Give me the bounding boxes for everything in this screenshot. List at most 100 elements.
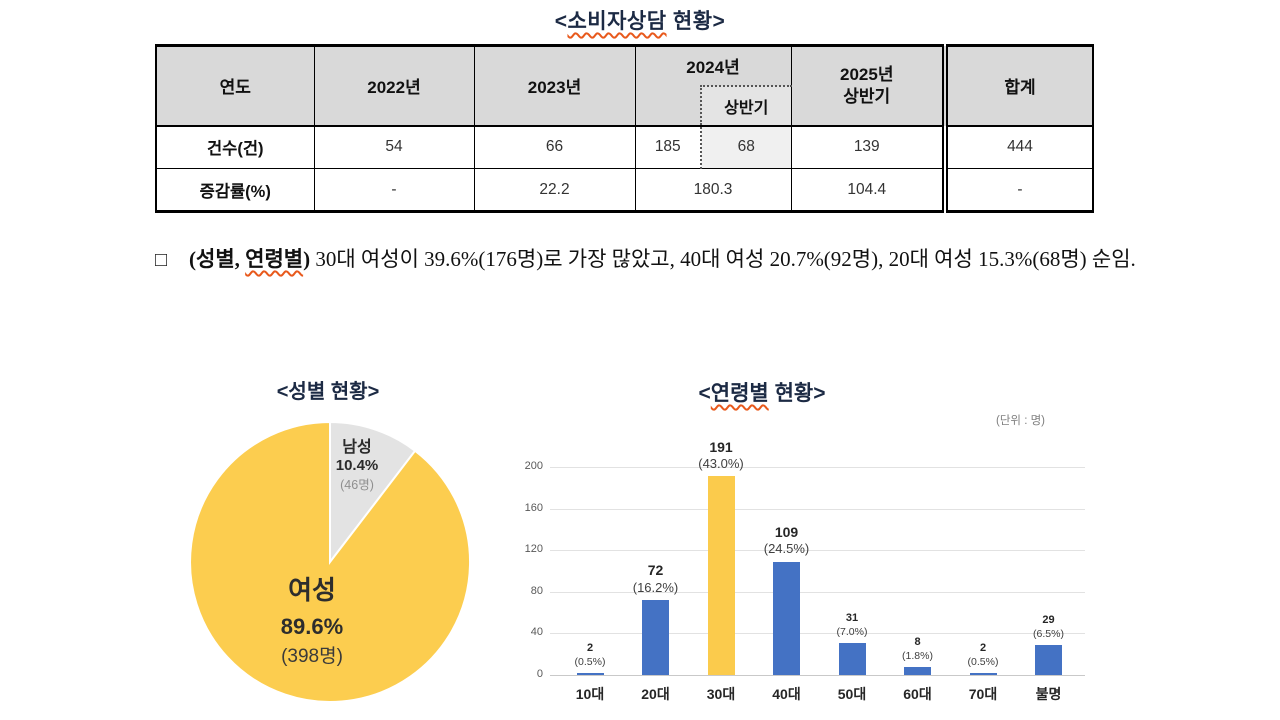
- bar-count: 8: [914, 635, 921, 648]
- gridline-0: [550, 675, 1085, 676]
- y-tick-80: 80: [530, 584, 543, 597]
- paragraph-lead-close: ): [303, 247, 311, 271]
- bar-percent: (7.0%): [836, 625, 868, 638]
- change-total: -: [942, 168, 1094, 212]
- age-chart-unit-note: (단위 : 명): [996, 415, 1045, 427]
- change-2022: -: [313, 168, 475, 212]
- gridline-40: [550, 633, 1085, 635]
- x-axis-label-불명: 불명: [1035, 686, 1062, 702]
- bar-count: 29: [1042, 613, 1055, 626]
- document-title-rest: 현황>: [666, 10, 726, 33]
- bar-value-label-불명: 29 (6.5%): [1009, 614, 1089, 641]
- bar-30대: [707, 476, 735, 675]
- x-axis-label-50대: 50대: [837, 686, 867, 702]
- bar-불명: [1035, 644, 1062, 675]
- bar-count: 191: [709, 438, 733, 455]
- y-tick-200: 200: [524, 460, 543, 472]
- counts-2024-subhalf: 68: [700, 125, 792, 169]
- x-axis-label-40대: 40대: [772, 686, 801, 702]
- x-axis-label-70대: 70대: [968, 686, 998, 702]
- bar-value-label-60대: 8 (1.8%): [878, 636, 958, 663]
- gridline-200: [550, 467, 1085, 468]
- summary-paragraph: □ (성별, 연령별) 30대 여성이 39.6%(176명)로 가장 많았고, …: [155, 242, 1177, 276]
- y-tick-40: 40: [530, 626, 543, 639]
- table-header-2025-line1: 2025년: [840, 64, 894, 84]
- gender-chart-title: <성별 현황>: [276, 381, 380, 403]
- paragraph-lead-open: (성별,: [189, 247, 246, 271]
- table-header-2024-subhalf: 상반기: [700, 84, 792, 127]
- bar-70대: [969, 672, 997, 675]
- bar-count: 2: [586, 642, 594, 655]
- table-header-year: 연도: [155, 45, 315, 127]
- change-2023: 22.2: [473, 168, 636, 212]
- y-tick-120: 120: [524, 543, 543, 556]
- bar-count: 72: [647, 562, 664, 579]
- bar-percent: (43.0%): [698, 456, 744, 472]
- table-header-2023: 2023년: [473, 45, 636, 127]
- bar-value-label-10대: 2 (0.5%): [550, 642, 630, 669]
- age-title-rest: 현황>: [768, 382, 826, 405]
- paragraph-bullet: □: [155, 249, 168, 271]
- bar-10대: [576, 672, 604, 675]
- pie-slice-남성: [329, 420, 417, 565]
- counts-total: 444: [942, 125, 1094, 169]
- counts-2025: 139: [790, 125, 946, 169]
- bar-count: 31: [845, 611, 859, 624]
- table-header-total: 합계: [942, 45, 1094, 127]
- bar-count: 109: [774, 523, 799, 540]
- paragraph-lead-wavy: 연령별: [245, 247, 304, 271]
- bar-50대: [838, 642, 866, 675]
- consultation-status-table: 연도 2022년 2023년 2024년 2025년 상반기 합계 상반기 건수…: [155, 44, 1094, 213]
- x-axis-label-30대: 30대: [706, 686, 736, 702]
- age-title-main: 연령별: [710, 382, 769, 405]
- bar-percent: (1.8%): [902, 649, 933, 662]
- gridline-80: [550, 591, 1085, 593]
- table-header-2025-line2: 상반기: [843, 86, 891, 106]
- counts-2024: 185: [634, 125, 701, 169]
- bar-percent: (0.5%): [967, 655, 999, 668]
- document-title-main: 소비자상담: [567, 10, 667, 33]
- bar-value-label-30대: 191 (43.0%): [681, 439, 761, 473]
- female-label: 여성: [288, 575, 336, 605]
- bar-value-label-70대: 2 (0.5%): [943, 642, 1023, 669]
- female-slice-label: 여성 89.6% (398명): [281, 570, 343, 668]
- bar-count: 2: [979, 642, 987, 655]
- bar-percent: (16.2%): [632, 579, 679, 595]
- age-chart-title: <연령별 현황>: [612, 377, 912, 407]
- x-axis-label-20대: 20대: [641, 686, 670, 702]
- row-change-label: 증감률(%): [155, 168, 315, 212]
- bar-40대: [773, 561, 800, 675]
- table-header-2024-empty: [634, 85, 702, 127]
- bar-value-label-40대: 109 (24.5%): [747, 524, 827, 558]
- male-slice-label: 남성 10.4% (46명): [336, 433, 379, 493]
- pie-slice-여성: [189, 420, 472, 703]
- bar-60대: [904, 666, 931, 675]
- male-label: 남성: [342, 439, 372, 456]
- table-header-2022: 2022년: [313, 45, 475, 127]
- gridline-160: [550, 508, 1085, 510]
- bar-percent: (6.5%): [1033, 627, 1064, 640]
- bar-value-label-20대: 72 (16.2%): [616, 562, 696, 596]
- x-axis-label-60대: 60대: [903, 686, 932, 702]
- x-axis-label-10대: 10대: [575, 686, 605, 702]
- age-title-open: <: [698, 382, 711, 405]
- female-count: (398명): [281, 646, 343, 667]
- change-2024: 180.3: [634, 168, 792, 212]
- document-title: <소비자상담 현황>: [0, 5, 1280, 35]
- document-title-open: <: [554, 10, 568, 33]
- y-tick-0: 0: [536, 668, 543, 680]
- bar-percent: (0.5%): [574, 655, 606, 668]
- bar-20대: [642, 600, 669, 675]
- paragraph-body: 30대 여성이 39.6%(176명)로 가장 많았고, 40대 여성 20.7…: [310, 247, 1136, 271]
- paragraph-lead: (성별, 연령별): [189, 247, 310, 271]
- male-count: (46명): [340, 478, 374, 492]
- female-pct: 89.6%: [280, 614, 344, 639]
- row-counts-label: 건수(건): [155, 125, 315, 169]
- bar-value-label-50대: 31 (7.0%): [812, 612, 892, 639]
- bar-percent: (24.5%): [763, 541, 810, 557]
- table-header-2024: 2024년: [634, 45, 792, 86]
- change-2025: 104.4: [790, 168, 946, 212]
- counts-2022: 54: [313, 125, 475, 169]
- gender-pie-chart: [189, 420, 472, 703]
- male-pct: 10.4%: [335, 457, 379, 474]
